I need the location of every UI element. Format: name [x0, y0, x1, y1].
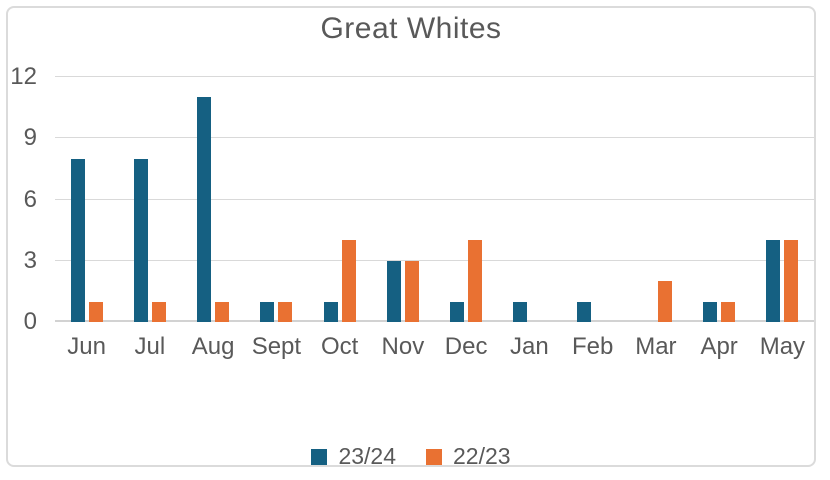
bar-group-feb: [561, 77, 624, 322]
bar-group-mar: [624, 77, 687, 322]
bar-jul-22-23: [151, 301, 166, 322]
bar-group-jun: [55, 77, 118, 322]
x-axis-labels: Jun Jul Aug Sept Oct Nov Dec Jan Feb Mar Apr May: [55, 332, 814, 362]
bar-apr-23-24: [703, 301, 718, 322]
bar-sept-22-23: [278, 301, 293, 322]
bar-sept-23-24: [260, 301, 275, 322]
bar-nov-23-24: [386, 260, 401, 322]
chart-title: Great Whites: [320, 12, 502, 45]
x-tick-label-apr: Apr: [700, 333, 738, 360]
bar-group-may: [751, 77, 814, 322]
bar-groups: [55, 77, 814, 322]
x-tick-label-nov: Nov: [381, 333, 425, 360]
bar-jul-23-24: [133, 158, 148, 322]
bar-jun-22-23: [88, 301, 103, 322]
gridline-y-0: [55, 320, 814, 322]
legend-label: 22/23: [453, 443, 511, 469]
legend-item-23-24: 23/24: [311, 445, 396, 468]
gridline-y-9: [55, 137, 814, 139]
bar-group-dec: [435, 77, 498, 322]
gridline-y-6: [55, 198, 814, 200]
legend-swatch-icon: [426, 448, 442, 465]
bar-oct-22-23: [341, 240, 356, 322]
bar-may-23-24: [766, 240, 781, 322]
y-tick-label-12: 12: [10, 63, 37, 90]
bar-nov-22-23: [404, 260, 419, 322]
gridline-y-12: [55, 76, 814, 77]
x-tick-label-mar: Mar: [635, 333, 677, 360]
legend-swatch-icon: [311, 448, 328, 465]
bar-group-apr: [688, 77, 751, 322]
y-tick-label-0: 0: [23, 308, 37, 335]
bar-apr-22-23: [721, 301, 736, 322]
y-tick-label-9: 9: [23, 124, 37, 152]
bar-mar-22-23: [657, 281, 672, 322]
legend-item-22-23: 22/23: [426, 445, 511, 468]
plot-area: 0 3 6 9 12: [10, 65, 814, 334]
chart-legend: 23/24 22/23: [8, 445, 814, 468]
bar-group-aug: [182, 77, 245, 322]
bar-group-jan: [498, 77, 561, 322]
bar-group-sept: [245, 77, 308, 322]
bar-dec-23-24: [450, 301, 465, 322]
bar-group-nov: [371, 77, 434, 322]
x-tick-label-oct: Oct: [320, 333, 359, 360]
bar-oct-23-24: [323, 301, 338, 322]
x-tick-label-feb: Feb: [571, 333, 614, 360]
bar-may-22-23: [784, 240, 799, 322]
bar-aug-22-23: [215, 301, 230, 322]
x-tick-label-jan: Jan: [510, 333, 549, 360]
x-tick-label-jun: Jun: [67, 333, 106, 360]
bar-group-jul: [118, 77, 181, 322]
x-tick-label-sept: Sept: [251, 333, 302, 360]
bar-feb-23-24: [576, 301, 591, 322]
gridline-y-3: [55, 259, 814, 261]
y-tick-label-6: 6: [23, 185, 37, 213]
bar-dec-22-23: [468, 240, 483, 322]
bar-aug-23-24: [197, 97, 212, 322]
great-whites-chart-card: Great Whites 0 3 6 9 12 Jun Jul Aug Sept Oct Nov D…: [6, 6, 816, 468]
legend-label: 23/24: [338, 443, 396, 469]
y-tick-label-3: 3: [23, 246, 37, 274]
x-tick-label-jul: Jul: [134, 333, 166, 360]
x-tick-label-aug: Aug: [191, 333, 235, 360]
bar-group-oct: [308, 77, 371, 322]
x-tick-label-dec: Dec: [444, 333, 488, 360]
bar-jan-23-24: [513, 301, 528, 322]
bar-jun-23-24: [70, 158, 85, 322]
x-tick-label-may: May: [759, 333, 806, 360]
